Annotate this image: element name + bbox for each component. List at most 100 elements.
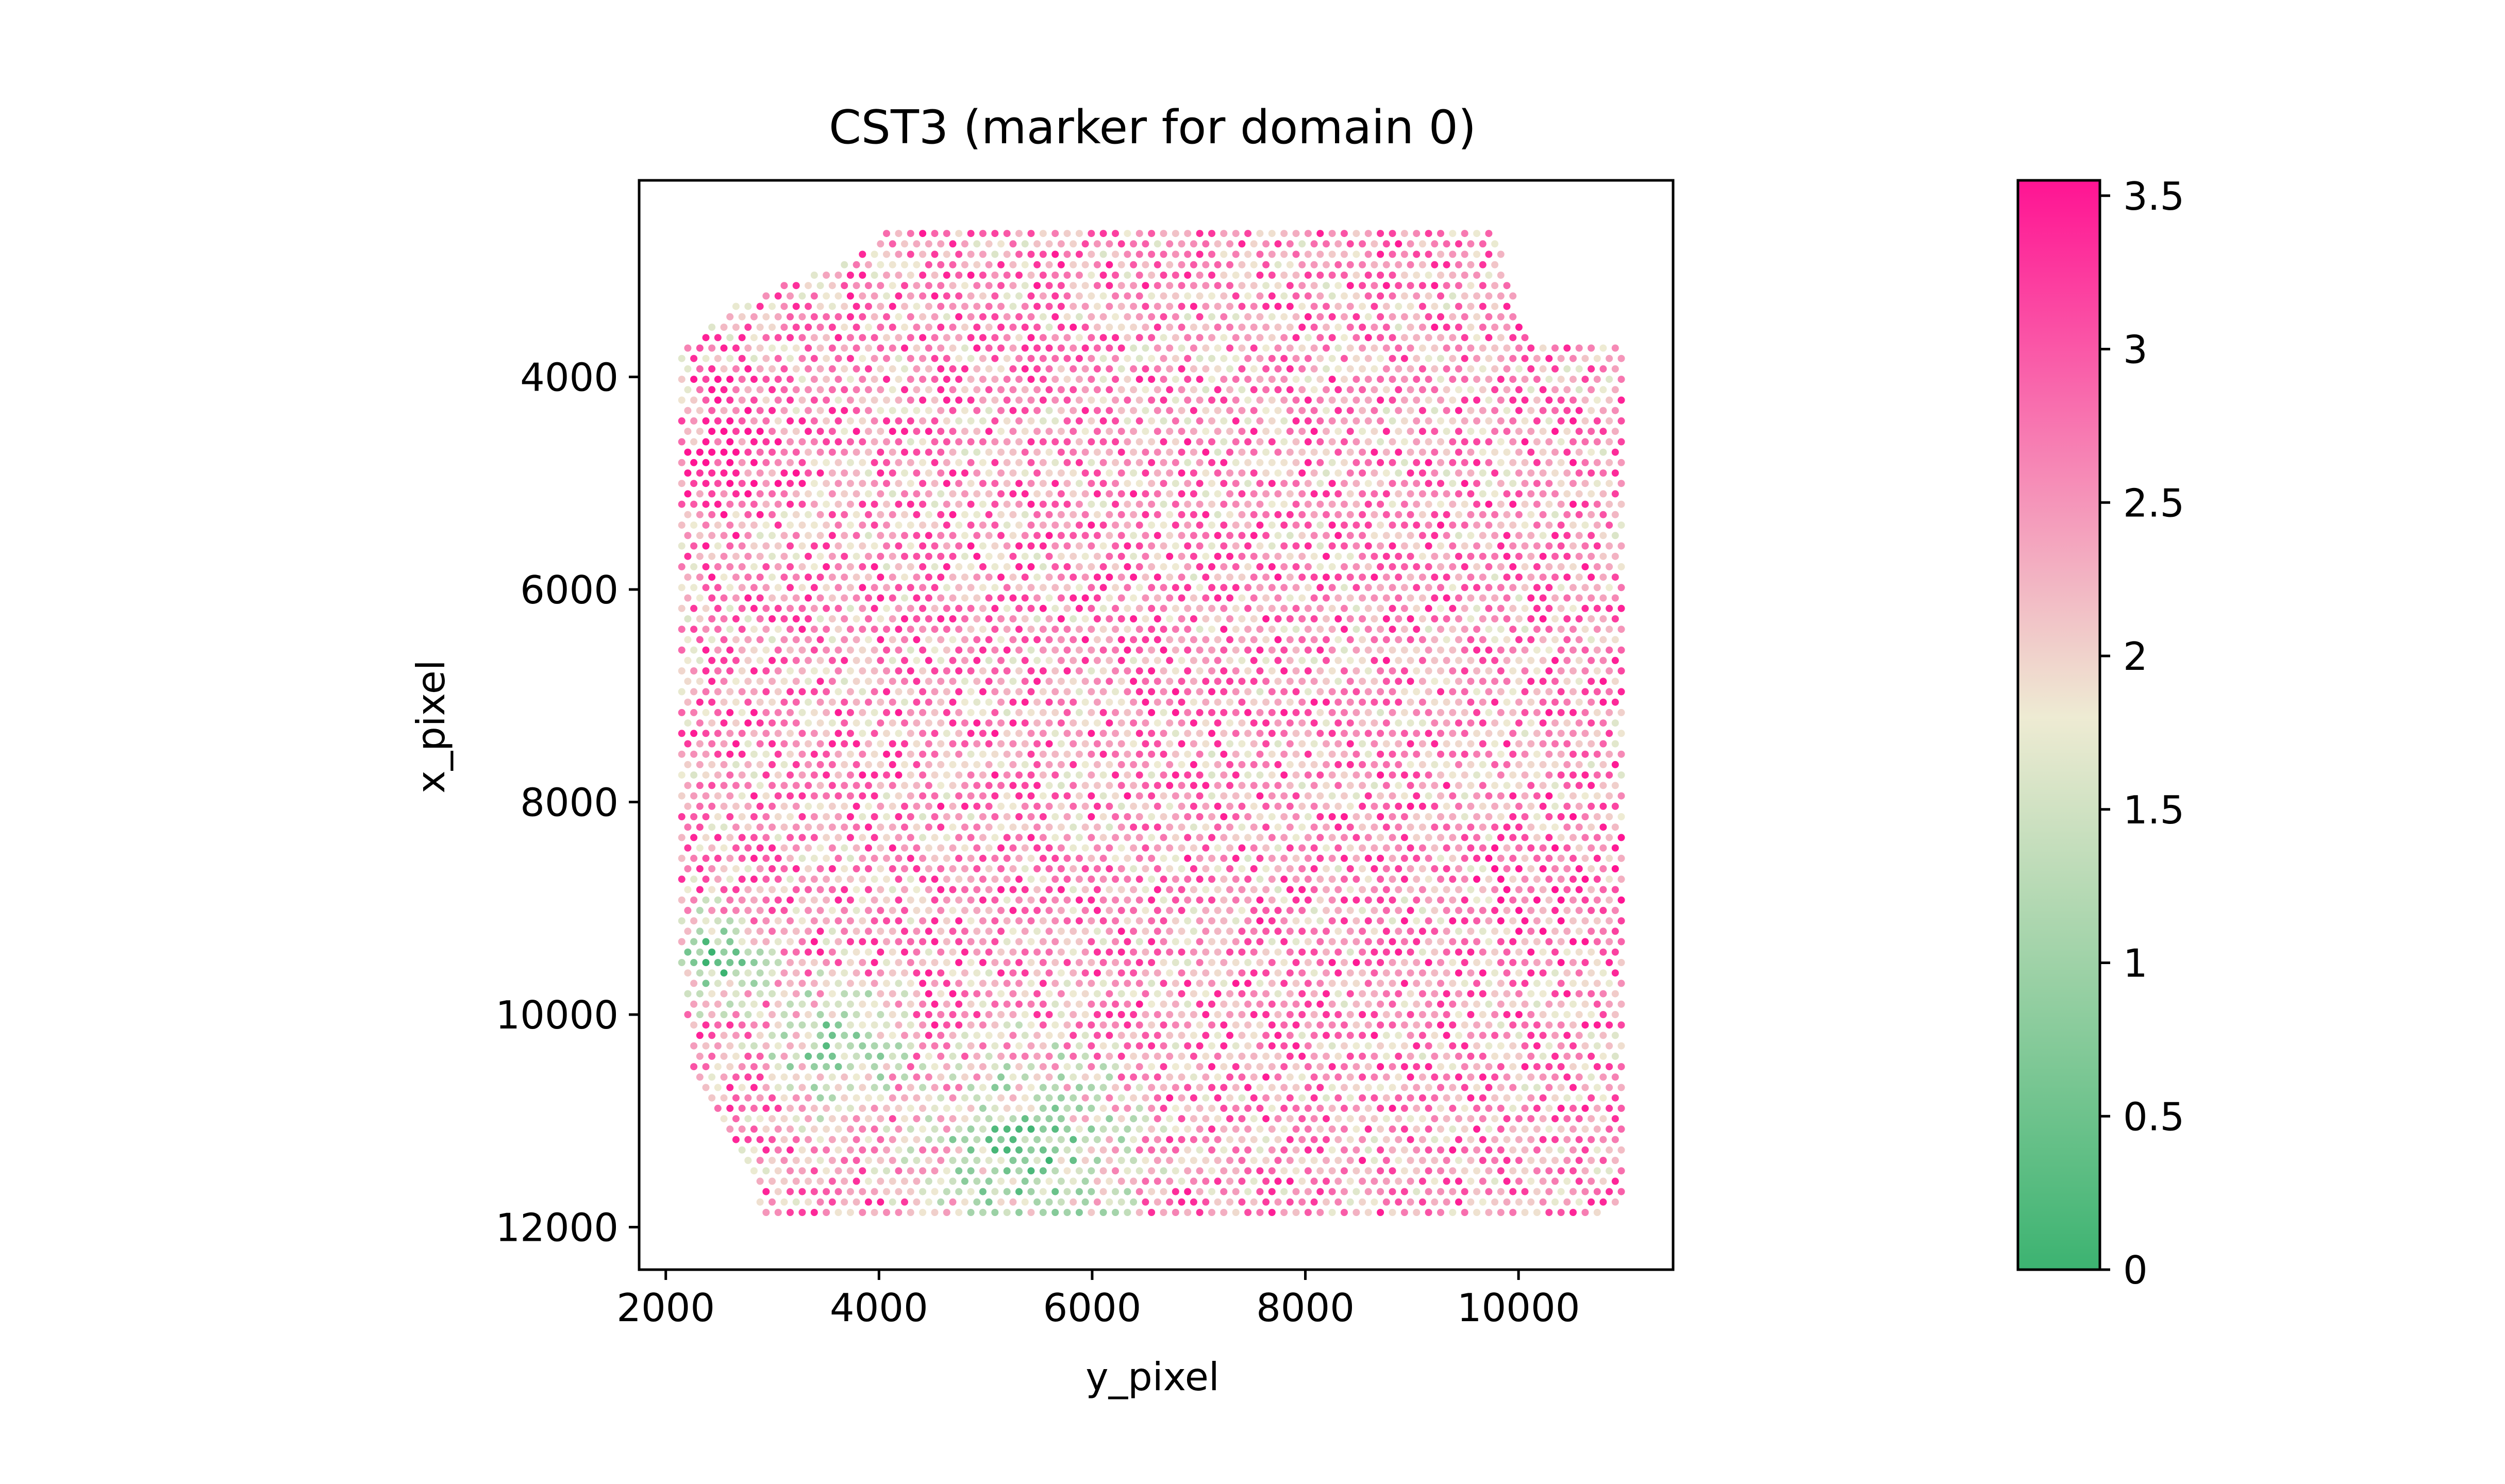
data-point bbox=[684, 886, 692, 893]
data-point bbox=[1413, 355, 1421, 362]
data-point bbox=[696, 511, 704, 518]
data-point bbox=[846, 875, 854, 883]
data-point bbox=[1166, 532, 1174, 539]
data-point bbox=[684, 740, 692, 748]
data-point bbox=[1461, 834, 1468, 841]
data-point bbox=[1509, 500, 1517, 508]
data-point bbox=[931, 730, 939, 737]
data-point bbox=[1280, 417, 1288, 425]
data-point bbox=[889, 240, 896, 248]
data-point bbox=[1148, 709, 1156, 716]
data-point bbox=[889, 324, 896, 331]
data-point bbox=[877, 344, 884, 352]
data-point bbox=[1099, 709, 1107, 716]
data-point bbox=[1088, 334, 1095, 342]
data-point bbox=[1009, 678, 1017, 685]
data-point bbox=[1088, 730, 1095, 737]
data-point bbox=[1352, 584, 1360, 592]
data-point bbox=[1051, 626, 1059, 633]
data-point bbox=[1328, 355, 1336, 362]
data-point bbox=[1364, 480, 1372, 487]
data-point bbox=[1081, 615, 1089, 622]
data-point bbox=[810, 688, 818, 696]
data-point bbox=[1515, 615, 1523, 622]
data-point bbox=[1389, 604, 1396, 612]
data-point bbox=[708, 386, 716, 394]
data-point bbox=[841, 782, 848, 789]
data-point bbox=[1491, 511, 1499, 518]
data-point bbox=[895, 355, 903, 362]
data-point bbox=[1196, 667, 1204, 674]
data-point bbox=[889, 844, 896, 852]
data-point bbox=[853, 448, 860, 456]
data-point bbox=[1298, 761, 1306, 768]
data-point bbox=[901, 886, 908, 893]
data-point bbox=[1334, 261, 1342, 268]
data-point bbox=[949, 906, 957, 914]
data-point bbox=[864, 823, 872, 831]
data-point bbox=[756, 678, 764, 685]
data-point bbox=[1003, 250, 1011, 258]
data-point bbox=[1124, 230, 1131, 238]
data-point bbox=[1515, 844, 1523, 852]
data-point bbox=[1611, 886, 1619, 893]
data-point bbox=[1382, 719, 1390, 727]
data-point bbox=[901, 261, 908, 268]
data-point bbox=[1352, 646, 1360, 654]
data-point bbox=[792, 594, 800, 602]
data-point bbox=[1515, 823, 1523, 831]
data-point bbox=[1443, 865, 1450, 872]
data-point bbox=[762, 376, 770, 383]
data-point bbox=[805, 511, 812, 518]
data-point bbox=[1593, 750, 1601, 758]
data-point bbox=[828, 574, 836, 581]
data-point bbox=[1575, 511, 1583, 518]
data-point bbox=[1045, 761, 1053, 768]
data-point bbox=[1443, 344, 1450, 352]
data-point bbox=[1455, 428, 1462, 435]
data-point bbox=[1606, 438, 1613, 446]
data-point bbox=[1003, 459, 1011, 466]
data-point bbox=[901, 761, 908, 768]
data-point bbox=[967, 854, 975, 862]
data-point bbox=[1093, 678, 1101, 685]
data-point bbox=[967, 334, 975, 342]
data-point bbox=[1310, 261, 1318, 268]
data-point bbox=[1184, 834, 1192, 841]
data-point bbox=[1473, 626, 1481, 633]
data-point bbox=[726, 604, 734, 612]
data-point bbox=[1238, 386, 1246, 394]
data-point bbox=[1359, 802, 1366, 810]
data-point bbox=[949, 469, 957, 477]
data-point bbox=[937, 636, 945, 644]
data-point bbox=[1569, 376, 1577, 383]
data-point bbox=[1135, 563, 1143, 570]
data-point bbox=[1557, 896, 1565, 904]
data-point bbox=[1491, 761, 1499, 768]
data-point bbox=[744, 428, 752, 435]
data-point bbox=[780, 802, 788, 810]
data-point bbox=[805, 386, 812, 394]
data-point bbox=[1292, 604, 1300, 612]
data-point bbox=[769, 823, 776, 831]
data-point bbox=[841, 740, 848, 748]
data-point bbox=[1130, 594, 1138, 602]
data-point bbox=[1437, 396, 1444, 404]
data-point bbox=[949, 782, 957, 789]
data-point bbox=[1400, 250, 1408, 258]
data-point bbox=[1178, 865, 1185, 872]
data-point bbox=[1081, 240, 1089, 248]
data-point bbox=[798, 355, 806, 362]
data-point bbox=[1244, 771, 1252, 779]
data-point bbox=[1611, 552, 1619, 560]
data-point bbox=[1075, 688, 1083, 696]
data-point bbox=[708, 511, 716, 518]
data-point bbox=[1196, 771, 1204, 779]
data-point bbox=[1382, 906, 1390, 914]
data-point bbox=[1106, 240, 1113, 248]
data-point bbox=[859, 459, 866, 466]
data-point bbox=[1304, 542, 1312, 550]
data-point bbox=[979, 875, 987, 883]
data-point bbox=[1527, 490, 1535, 498]
data-point bbox=[798, 396, 806, 404]
